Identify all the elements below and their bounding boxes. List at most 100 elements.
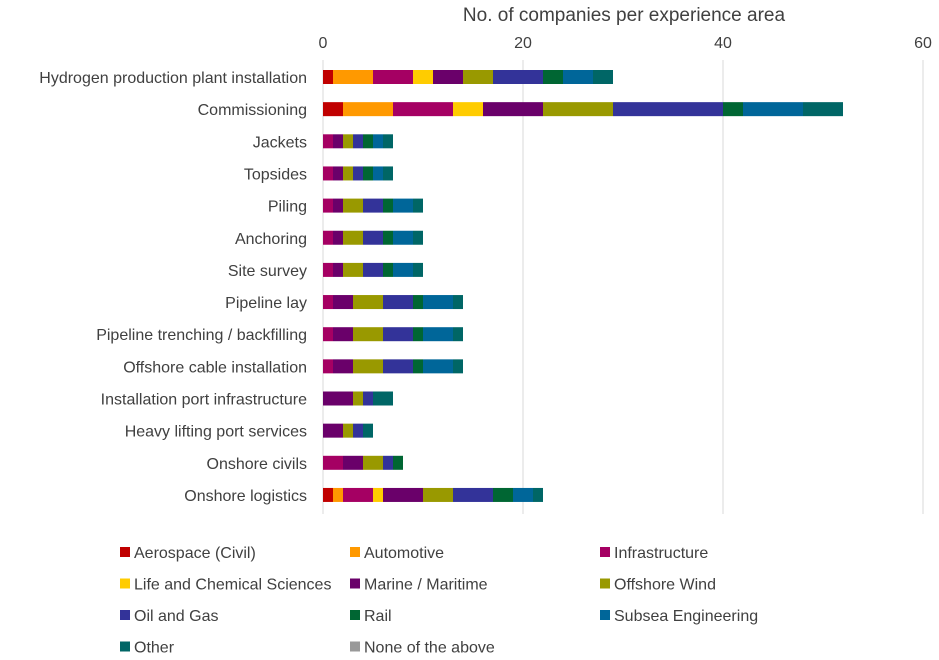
bar-segment xyxy=(393,102,453,117)
bar-segment xyxy=(353,391,363,406)
category-label: Site survey xyxy=(228,263,307,280)
bar-segment xyxy=(413,359,423,374)
category-label: Onshore logistics xyxy=(184,488,307,505)
bar-segment xyxy=(363,391,373,406)
bar-segment xyxy=(423,295,453,310)
legend-swatch xyxy=(600,578,610,589)
bar-segment xyxy=(353,359,383,374)
legend-swatch xyxy=(350,578,360,589)
legend-item: Other xyxy=(120,640,175,657)
legend-swatch xyxy=(120,547,130,557)
legend-item: Offshore Wind xyxy=(600,577,716,594)
bar-segment xyxy=(353,327,383,342)
category-label: Anchoring xyxy=(235,231,307,248)
legend-item: Infrastructure xyxy=(600,545,708,562)
category-label: Heavy lifting port services xyxy=(125,424,307,441)
gridlines xyxy=(322,60,924,514)
bar-segment xyxy=(423,327,453,342)
bar-segment xyxy=(413,262,423,277)
bar-segment xyxy=(373,134,383,149)
bar-segment xyxy=(363,230,383,245)
bar-segment xyxy=(413,230,423,245)
bar-segment xyxy=(373,70,413,84)
bar-segment xyxy=(433,70,463,84)
bar-segment xyxy=(513,487,533,502)
bar-segment xyxy=(393,198,413,213)
bar-segment xyxy=(393,262,413,277)
bar-segment xyxy=(323,423,343,438)
bar-segment xyxy=(723,102,743,117)
legend-item: Marine / Maritime xyxy=(350,577,488,594)
category-label: Commissioning xyxy=(198,102,307,119)
bar-segment xyxy=(493,487,513,502)
bar-segment xyxy=(363,262,383,277)
bar-segment xyxy=(363,455,383,470)
bar-segment xyxy=(423,359,453,374)
bar-segment xyxy=(323,455,343,470)
bar-segment xyxy=(323,166,333,181)
bar-segment xyxy=(453,327,463,342)
legend-item: Subsea Engineering xyxy=(600,608,758,625)
bar-segment xyxy=(323,327,333,342)
bar-segment xyxy=(383,295,413,310)
bar-segment xyxy=(323,198,333,213)
bar-segment xyxy=(383,327,413,342)
legend-item: Automotive xyxy=(350,545,444,562)
bar-segment xyxy=(343,487,373,502)
bar-segment xyxy=(343,455,363,470)
legend-label: Aerospace (Civil) xyxy=(134,545,256,562)
bar-segment xyxy=(453,102,483,117)
bar-segment xyxy=(363,134,373,149)
bar-segment xyxy=(383,198,393,213)
bar-segment xyxy=(383,487,423,502)
legend-label: Life and Chemical Sciences xyxy=(134,577,331,594)
bar-segment xyxy=(413,198,423,213)
bar-segment xyxy=(323,70,333,84)
legend-label: None of the above xyxy=(364,640,495,657)
category-label: Installation port infrastructure xyxy=(101,392,307,409)
legend-item: Rail xyxy=(350,608,392,625)
bar-segment xyxy=(413,295,423,310)
legend-swatch xyxy=(350,547,360,557)
bar-segment xyxy=(543,70,563,84)
bar-segment xyxy=(413,70,433,84)
category-label: Offshore cable installation xyxy=(123,359,307,376)
bar-segments xyxy=(323,70,843,502)
legend-label: Oil and Gas xyxy=(134,608,218,625)
legend-item: Aerospace (Civil) xyxy=(120,545,256,562)
bar-segment xyxy=(803,102,843,117)
category-label: Pipeline lay xyxy=(225,295,307,312)
bar-segment xyxy=(343,102,393,117)
x-axis-tick-labels: 0 20 40 60 xyxy=(319,35,932,52)
bar-segment xyxy=(333,359,353,374)
bar-segment xyxy=(453,295,463,310)
legend-swatch xyxy=(120,578,130,589)
bar-segment xyxy=(383,134,393,149)
legend-item: None of the above xyxy=(350,640,495,657)
legend-swatch xyxy=(600,610,610,620)
legend-swatch xyxy=(120,641,130,652)
legend-label: Offshore Wind xyxy=(614,577,716,594)
category-label: Pipeline trenching / backfilling xyxy=(96,327,307,344)
category-label: Topsides xyxy=(244,166,307,183)
bar-segment xyxy=(383,166,393,181)
bar-segment xyxy=(743,102,803,117)
legend: Aerospace (Civil) Automotive Infrastructur… xyxy=(120,545,758,657)
bar-segment xyxy=(323,359,333,374)
x-tick-label: 0 xyxy=(319,35,328,52)
bar-segment xyxy=(613,102,723,117)
bar-segment xyxy=(343,423,353,438)
y-axis-category-labels: Hydrogen production plant installation Co… xyxy=(39,70,307,505)
legend-swatch xyxy=(600,547,610,557)
legend-swatch xyxy=(120,610,130,620)
bar-segment xyxy=(393,455,403,470)
bar-segment xyxy=(323,230,333,245)
category-label: Piling xyxy=(268,199,307,216)
legend-label: Other xyxy=(134,640,175,657)
bar-segment xyxy=(373,391,393,406)
bar-segment xyxy=(353,423,363,438)
bar-segment xyxy=(333,327,353,342)
bar-segment xyxy=(543,102,613,117)
category-label: Jackets xyxy=(253,134,307,151)
bar-segment xyxy=(383,359,413,374)
